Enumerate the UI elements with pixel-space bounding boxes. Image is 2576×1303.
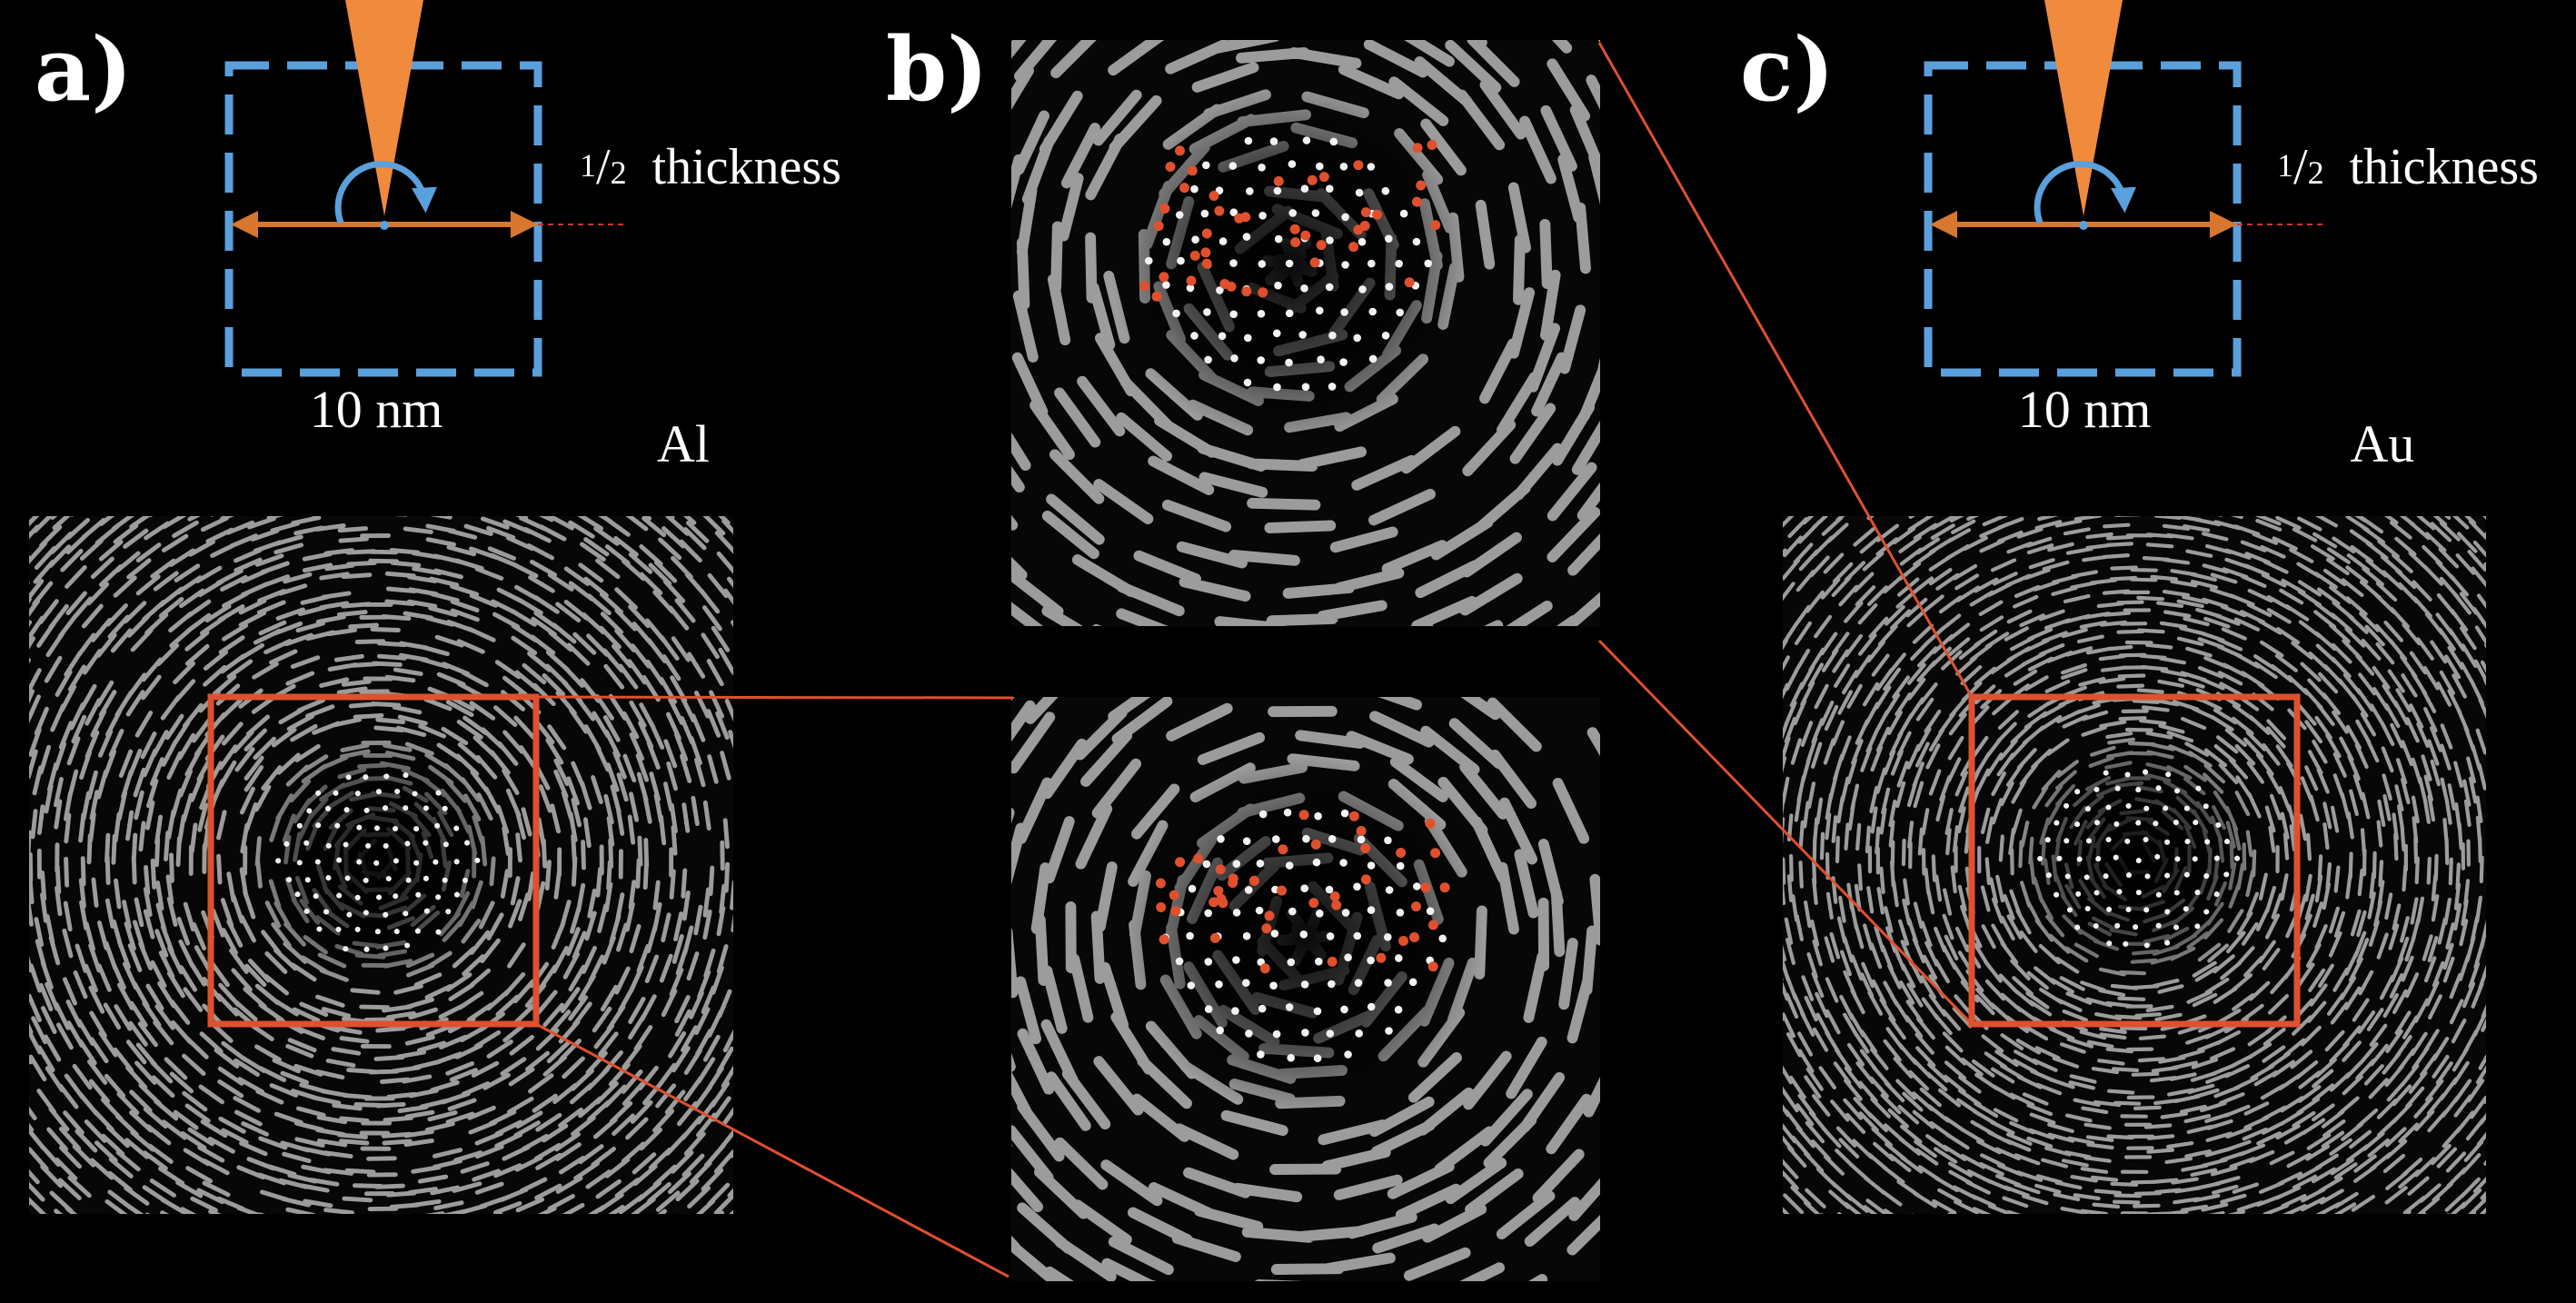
scale-label-a: 10 nm	[310, 380, 443, 439]
panel-label-a: a)	[35, 18, 133, 121]
schematic-a: 1/2 thickness 10 nm Al	[224, 0, 841, 473]
probe-tip-icon	[345, 0, 423, 216]
thickness-label: thickness	[2350, 139, 2539, 195]
center-dot	[380, 221, 389, 230]
thickness-label: thickness	[652, 139, 841, 195]
zoom-image-top	[1011, 40, 1600, 626]
panel-label-c: c)	[1740, 18, 1835, 121]
probe-tip-icon	[2044, 0, 2123, 216]
zoom-connectors	[535, 42, 1974, 1278]
atom-markers	[1139, 140, 1441, 302]
rotation-arrow-icon	[334, 160, 437, 224]
rotation-arrow-icon	[2034, 160, 2136, 224]
stem-image-al	[29, 516, 733, 1214]
fraction-num: 1	[580, 147, 596, 184]
zoom-image-bottom	[1011, 697, 1600, 1281]
center-dot	[2079, 221, 2088, 230]
zoom-box-c	[1968, 693, 2301, 1028]
stem-image-au	[1783, 516, 2486, 1214]
element-label-a: Al	[657, 414, 710, 473]
element-label-c: Au	[2351, 414, 2415, 473]
fraction-den: 2	[2308, 154, 2324, 191]
scale-label-c: 10 nm	[2018, 380, 2152, 439]
fraction-sep: /	[2293, 139, 2308, 195]
svg-text:1/2 thickness: 1/2 thickness	[580, 139, 841, 195]
fraction-num: 1	[2277, 147, 2293, 184]
svg-text:1/2 thickness: 1/2 thickness	[2277, 139, 2539, 195]
fraction-sep: /	[596, 139, 611, 195]
schematic-c: 1/2 thickness 10 nm Au	[1924, 0, 2539, 473]
zoom-box-a	[207, 693, 540, 1028]
fraction-den: 2	[611, 154, 627, 191]
panel-label-b: b)	[886, 18, 989, 121]
atom-markers	[1155, 810, 1450, 974]
